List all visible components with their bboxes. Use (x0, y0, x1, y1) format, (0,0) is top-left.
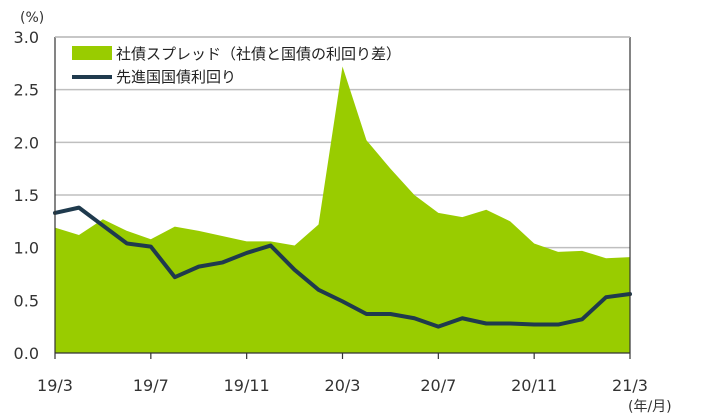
legend: 社債スプレッド（社債と国債の利回り差） 先進国国債利回り (72, 45, 401, 86)
spread-area-layer (55, 66, 630, 353)
y-tick-labels: 0.0 0.5 1.0 1.5 2.0 2.5 3.0 (14, 28, 39, 363)
legend-swatch-spread (72, 46, 112, 60)
y-tick-label: 1.5 (14, 186, 39, 205)
axes (54, 36, 631, 359)
x-tick-label: 20/11 (511, 376, 557, 395)
spread-area (55, 66, 630, 353)
x-tick-label: 20/7 (420, 376, 456, 395)
legend-label-yield: 先進国国債利回り (116, 68, 236, 86)
yield-line-layer (53, 205, 632, 329)
y-tick-label: 2.0 (14, 133, 39, 152)
y-tick-label: 3.0 (14, 28, 39, 47)
y-unit-label: (%) (20, 10, 44, 26)
y-tick-label: 1.0 (14, 239, 39, 258)
x-tick-label: 20/3 (325, 376, 361, 395)
x-tick-label: 19/11 (224, 376, 270, 395)
y-tick-label: 0.5 (14, 291, 39, 310)
yield-line (53, 205, 632, 329)
x-tick-label: 21/3 (612, 376, 648, 395)
y-tick-label: 2.5 (14, 81, 39, 100)
x-tick-labels: 19/3 19/7 19/11 20/3 20/7 20/11 21/3 (37, 376, 648, 395)
x-tick-label: 19/3 (37, 376, 73, 395)
legend-label-spread: 社債スプレッド（社債と国債の利回り差） (116, 45, 401, 63)
x-tick-label: 19/7 (133, 376, 169, 395)
y-tick-label: 0.0 (14, 344, 39, 363)
x-unit-label: (年/月) (628, 399, 672, 415)
